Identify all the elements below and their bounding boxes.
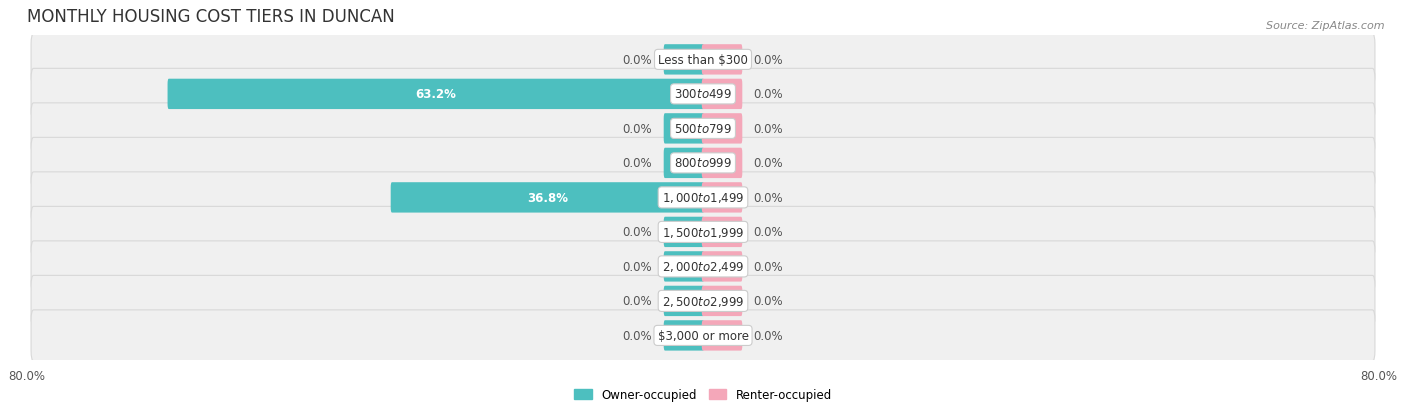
FancyBboxPatch shape	[31, 104, 1375, 154]
FancyBboxPatch shape	[31, 310, 1375, 361]
FancyBboxPatch shape	[702, 114, 742, 144]
Text: $800 to $999: $800 to $999	[673, 157, 733, 170]
Text: 0.0%: 0.0%	[754, 88, 783, 101]
Text: 0.0%: 0.0%	[623, 54, 652, 67]
Text: MONTHLY HOUSING COST TIERS IN DUNCAN: MONTHLY HOUSING COST TIERS IN DUNCAN	[27, 8, 395, 26]
Text: 0.0%: 0.0%	[754, 295, 783, 308]
FancyBboxPatch shape	[702, 45, 742, 76]
FancyBboxPatch shape	[664, 252, 704, 282]
FancyBboxPatch shape	[664, 114, 704, 144]
Text: $300 to $499: $300 to $499	[673, 88, 733, 101]
FancyBboxPatch shape	[664, 148, 704, 179]
FancyBboxPatch shape	[391, 183, 704, 213]
Text: $3,000 or more: $3,000 or more	[658, 329, 748, 342]
Text: 0.0%: 0.0%	[754, 329, 783, 342]
FancyBboxPatch shape	[664, 286, 704, 316]
Text: 0.0%: 0.0%	[754, 192, 783, 204]
Text: 0.0%: 0.0%	[623, 157, 652, 170]
Text: $1,500 to $1,999: $1,500 to $1,999	[662, 225, 744, 239]
FancyBboxPatch shape	[702, 252, 742, 282]
FancyBboxPatch shape	[31, 241, 1375, 292]
FancyBboxPatch shape	[702, 183, 742, 213]
Text: $2,000 to $2,499: $2,000 to $2,499	[662, 260, 744, 274]
Text: 0.0%: 0.0%	[623, 260, 652, 273]
Text: Less than $300: Less than $300	[658, 54, 748, 67]
Text: 0.0%: 0.0%	[754, 54, 783, 67]
FancyBboxPatch shape	[702, 320, 742, 351]
Text: $500 to $799: $500 to $799	[673, 123, 733, 135]
FancyBboxPatch shape	[664, 320, 704, 351]
Text: $1,000 to $1,499: $1,000 to $1,499	[662, 191, 744, 205]
Text: 0.0%: 0.0%	[754, 123, 783, 135]
FancyBboxPatch shape	[702, 286, 742, 316]
FancyBboxPatch shape	[702, 148, 742, 179]
FancyBboxPatch shape	[31, 276, 1375, 327]
Text: 36.8%: 36.8%	[527, 192, 568, 204]
Legend: Owner-occupied, Renter-occupied: Owner-occupied, Renter-occupied	[569, 383, 837, 406]
FancyBboxPatch shape	[31, 207, 1375, 258]
Text: 0.0%: 0.0%	[754, 260, 783, 273]
Text: $2,500 to $2,999: $2,500 to $2,999	[662, 294, 744, 308]
Text: 0.0%: 0.0%	[623, 329, 652, 342]
FancyBboxPatch shape	[31, 69, 1375, 120]
FancyBboxPatch shape	[31, 35, 1375, 86]
Text: 0.0%: 0.0%	[623, 226, 652, 239]
Text: 0.0%: 0.0%	[623, 123, 652, 135]
Text: 0.0%: 0.0%	[623, 295, 652, 308]
FancyBboxPatch shape	[167, 80, 704, 110]
Text: 0.0%: 0.0%	[754, 157, 783, 170]
FancyBboxPatch shape	[31, 138, 1375, 189]
Text: Source: ZipAtlas.com: Source: ZipAtlas.com	[1267, 21, 1385, 31]
FancyBboxPatch shape	[31, 173, 1375, 223]
Text: 63.2%: 63.2%	[416, 88, 457, 101]
FancyBboxPatch shape	[702, 217, 742, 247]
FancyBboxPatch shape	[664, 217, 704, 247]
FancyBboxPatch shape	[702, 80, 742, 110]
FancyBboxPatch shape	[664, 45, 704, 76]
Text: 0.0%: 0.0%	[754, 226, 783, 239]
